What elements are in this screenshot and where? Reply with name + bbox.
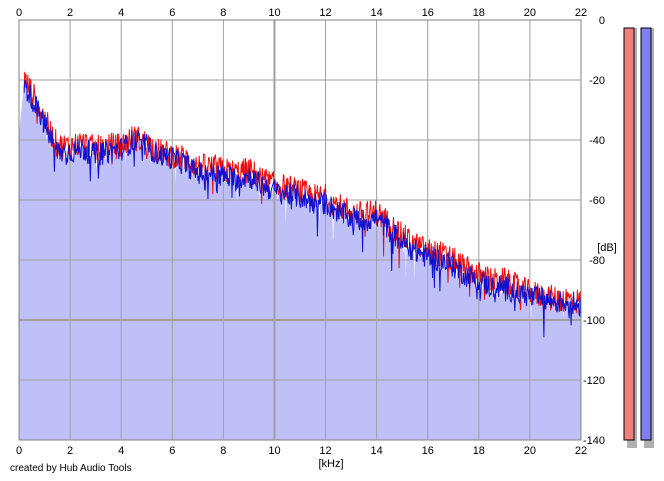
x-tick-label-bottom: 0 [16, 445, 22, 457]
x-tick-label-top: 0 [16, 7, 22, 19]
spectrum-fill [19, 83, 581, 440]
y-axis-label: [dB] [597, 242, 617, 254]
x-tick-label-top: 4 [118, 7, 124, 19]
series-line-red [23, 71, 582, 314]
x-tick-label-bottom: 8 [220, 445, 226, 457]
y-tick-label: -140 [583, 435, 605, 447]
x-tick-label-top: 16 [422, 7, 434, 19]
y-tick-label: -40 [589, 135, 605, 147]
x-tick-label-bottom: 4 [118, 445, 124, 457]
x-tick-label-bottom: 16 [422, 445, 434, 457]
x-tick-label-bottom: 14 [371, 445, 383, 457]
level-meter-left [623, 27, 635, 441]
level-meter-right [640, 27, 652, 441]
x-tick-label-top: 10 [268, 7, 280, 19]
x-tick-label-bottom: 6 [169, 445, 175, 457]
series-line-blue [23, 78, 582, 338]
x-tick-label-top: 8 [220, 7, 226, 19]
x-tick-label-bottom: 2 [67, 445, 73, 457]
x-tick-label-top: 2 [67, 7, 73, 19]
y-tick-label: -80 [589, 255, 605, 267]
y-tick-label: -60 [589, 195, 605, 207]
y-tick-label: -120 [583, 375, 605, 387]
y-tick-label: -100 [583, 315, 605, 327]
x-tick-label-bottom: 18 [473, 445, 485, 457]
plot-frame [18, 19, 582, 441]
y-tick-label: -20 [589, 75, 605, 87]
x-tick-label-bottom: 12 [319, 445, 331, 457]
x-tick-label-top: 12 [319, 7, 331, 19]
x-tick-label-top: 20 [524, 7, 536, 19]
x-tick-label-top: 14 [371, 7, 383, 19]
x-tick-label-top: 6 [169, 7, 175, 19]
x-tick-label-top: 18 [473, 7, 485, 19]
y-tick-label: 0 [599, 15, 605, 27]
x-tick-label-bottom: 22 [575, 445, 587, 457]
x-axis-label: [kHz] [318, 458, 343, 470]
x-tick-label-bottom: 10 [268, 445, 280, 457]
x-tick-label-bottom: 20 [524, 445, 536, 457]
x-tick-label-top: 22 [575, 7, 587, 19]
credit-text: created by Hub Audio Tools [10, 463, 132, 474]
